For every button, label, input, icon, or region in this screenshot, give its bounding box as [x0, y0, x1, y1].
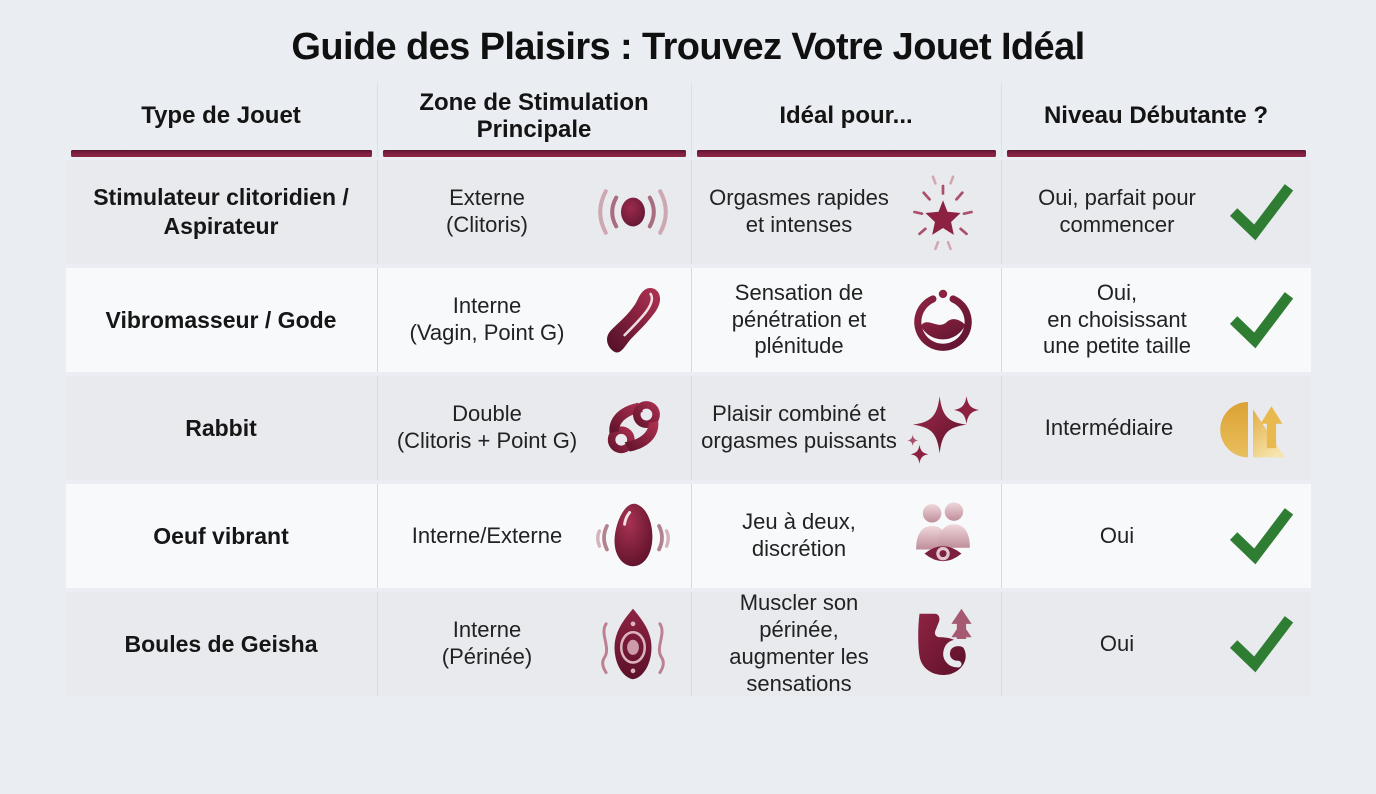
couple-discretion-icon [899, 494, 987, 578]
ideal-text: Plaisir combiné et orgasmes puissants [701, 401, 897, 453]
cell-type: Boules de Geisha [66, 592, 377, 696]
toy-name: Oeuf vibrant [153, 522, 289, 549]
cell-ideal: Sensation de pénétration et plénitude [690, 268, 1001, 372]
cell-type: Stimulateur clitoridien / Aspirateur [66, 160, 377, 264]
page-title: Guide des Plaisirs : Trouvez Votre Jouet… [291, 26, 1085, 68]
dual-stimulation-icon [589, 386, 677, 470]
ideal-text: Jeu à deux, discrétion [742, 509, 856, 561]
vibrator-icon [589, 278, 677, 362]
cell-level: Intermédiaire [1000, 376, 1311, 480]
header-cell-type: Type de Jouet [66, 83, 377, 157]
cell-level: Oui, en choisissant une petite taille [1000, 268, 1311, 372]
header-label: Zone de Stimulation Principale [419, 88, 649, 143]
header-cell-level: Niveau Débutante ? [1000, 83, 1311, 157]
toy-name: Boules de Geisha [124, 630, 318, 657]
cell-level: Oui [1000, 484, 1311, 588]
level-text: Oui, en choisissant une petite taille [1043, 279, 1191, 359]
level-text: Intermédiaire [1044, 414, 1174, 440]
header-label: Idéal pour... [779, 102, 913, 130]
cell-zone: Interne (Vagin, Point G) [376, 268, 691, 372]
fullness-icon [899, 278, 987, 362]
cell-type: Oeuf vibrant [66, 484, 377, 588]
header-cell-zone: Zone de Stimulation Principale [376, 83, 691, 157]
cell-zone: Double (Clitoris + Point G) [376, 376, 691, 480]
cell-ideal: Muscler son périnée, augmenter les sensa… [690, 590, 1001, 696]
check-icon [1225, 181, 1297, 243]
cell-level: Oui, parfait pour commencer [1000, 160, 1311, 264]
toy-name: Rabbit [185, 414, 257, 441]
sparkles-icon [899, 386, 987, 470]
cell-type: Rabbit [66, 376, 377, 480]
cell-zone: Interne/Externe [376, 484, 691, 588]
zone-text: Interne (Vagin, Point G) [409, 293, 565, 345]
header-underline [1006, 150, 1306, 157]
check-icon [1225, 505, 1297, 567]
toy-name: Stimulateur clitoridien / Aspirateur [93, 184, 349, 239]
cell-level: Oui [1000, 592, 1311, 696]
toy-name: Vibromasseur / Gode [105, 306, 337, 333]
check-icon [1225, 289, 1297, 351]
table-body: Stimulateur clitoridien / Aspirateur Ext… [65, 160, 1311, 696]
ideal-text: Orgasmes rapides et intenses [709, 185, 889, 237]
zone-text: Externe (Clitoris) [446, 185, 528, 237]
kegel-icon [589, 602, 677, 686]
intermediate-level-icon [1209, 386, 1297, 470]
vibrating-egg-icon [589, 494, 677, 578]
cell-zone: Externe (Clitoris) [376, 160, 691, 264]
vibration-dot-icon [589, 170, 677, 254]
ideal-text: Sensation de pénétration et plénitude [731, 279, 867, 359]
cell-ideal: Plaisir combiné et orgasmes puissants [690, 376, 1001, 480]
zone-text: Double (Clitoris + Point G) [396, 401, 578, 453]
header-label: Niveau Débutante ? [1043, 102, 1269, 130]
header-cell-ideal: Idéal pour... [690, 83, 1001, 157]
check-icon [1225, 613, 1297, 675]
table-row: Boules de Geisha Interne (Périnée) [65, 590, 1311, 696]
table-row: Vibromasseur / Gode Interne (Vagin, Poin… [65, 268, 1311, 372]
cell-type: Vibromasseur / Gode [66, 268, 377, 372]
zone-text: Interne/Externe [411, 522, 563, 548]
level-text: Oui [1099, 522, 1135, 548]
level-text: Oui [1099, 630, 1135, 656]
cell-zone: Interne (Périnée) [376, 592, 691, 696]
table-row: Oeuf vibrant Interne/Externe [65, 484, 1311, 588]
cell-ideal: Orgasmes rapides et intenses [690, 160, 1001, 264]
header-label: Type de Jouet [141, 102, 301, 130]
muscle-strength-icon [899, 602, 987, 686]
header-row: Type de Jouet Zone de Stimulation Princi… [66, 83, 1311, 157]
ideal-text: Muscler son périnée, augmenter les sensa… [729, 590, 869, 696]
header-underline [70, 150, 372, 157]
starburst-icon [899, 170, 987, 254]
table-row: Rabbit Double (Clitoris + Point G) [65, 376, 1311, 480]
table-row: Stimulateur clitoridien / Aspirateur Ext… [65, 160, 1311, 264]
header-underline [696, 150, 996, 157]
cell-ideal: Jeu à deux, discrétion [690, 484, 1001, 588]
level-text: Oui, parfait pour commencer [1038, 185, 1196, 237]
zone-text: Interne (Périnée) [441, 617, 533, 669]
comparison-table: Type de Jouet Zone de Stimulation Princi… [65, 83, 1311, 696]
header-underline [382, 150, 686, 157]
